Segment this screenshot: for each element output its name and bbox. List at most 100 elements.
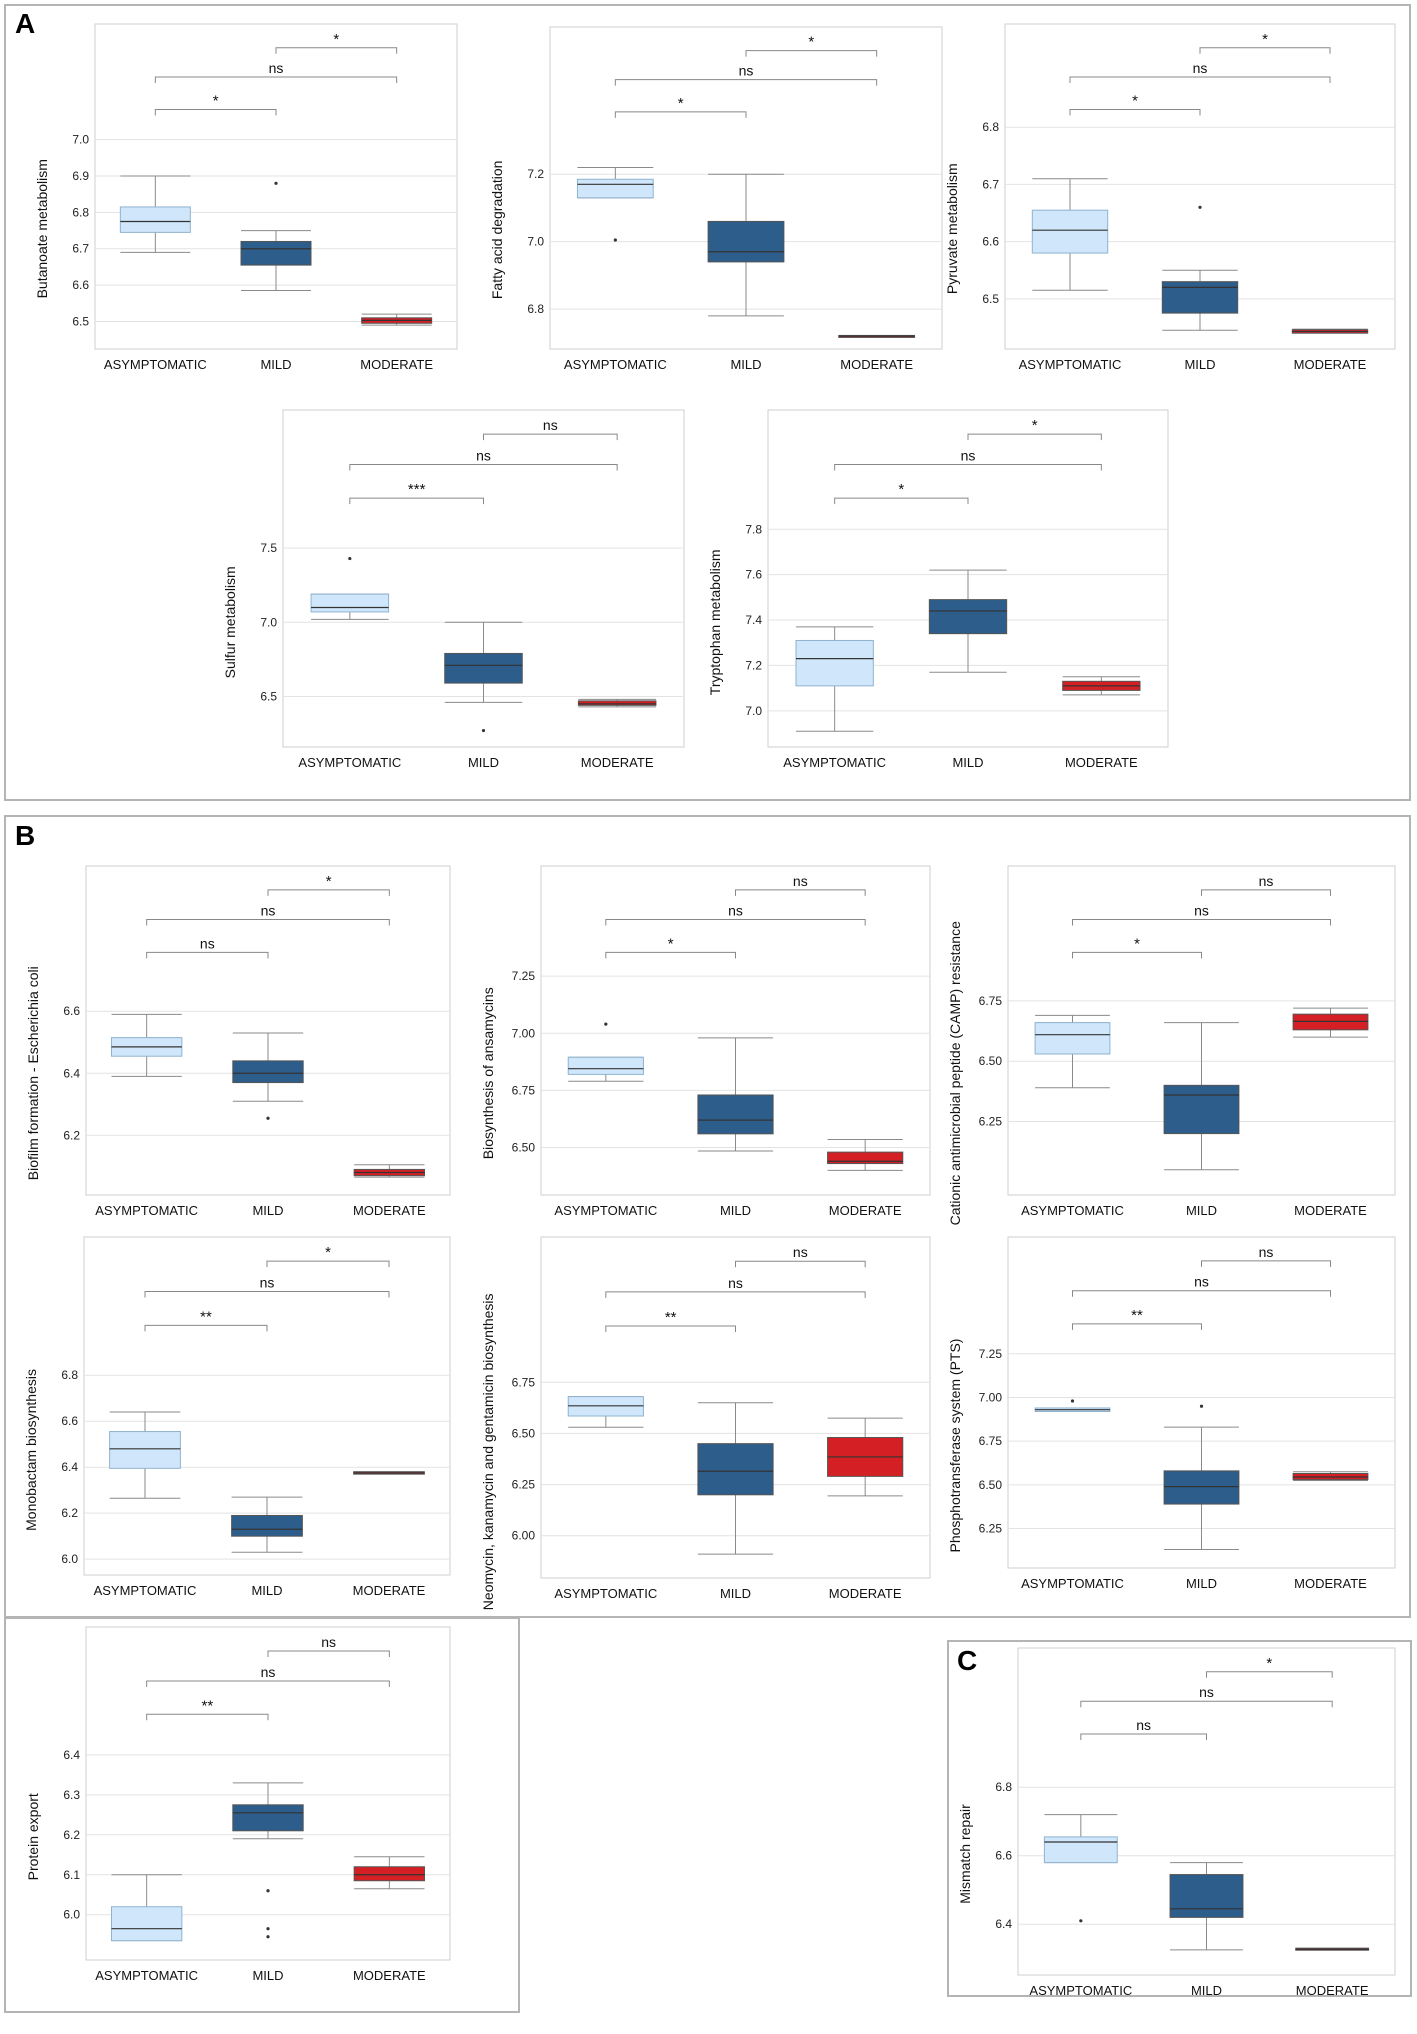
outlier-point xyxy=(348,556,352,561)
y-axis-label: Fatty acid degradation xyxy=(489,161,505,300)
significance-label: ns xyxy=(476,447,491,463)
significance-bracket xyxy=(154,109,277,116)
x-tick-label: MILD xyxy=(952,755,983,770)
box-mild xyxy=(232,1804,304,1832)
x-tick-label: MILD xyxy=(730,357,761,372)
significance-bracket xyxy=(1080,1700,1333,1708)
y-tick-label: 7.0 xyxy=(745,704,762,718)
significance-bracket xyxy=(146,918,390,926)
y-axis-label: Monobactam biosynthesis xyxy=(23,1369,39,1531)
y-tick-label: 6.7 xyxy=(982,177,999,191)
y-axis-label: Mismatch repair xyxy=(957,1804,973,1904)
y-tick-label: 6.3 xyxy=(63,1788,80,1802)
y-tick-label: 7.00 xyxy=(512,1026,536,1040)
y-tick-label: 7.5 xyxy=(260,541,277,555)
y-tick-label: 6.75 xyxy=(979,994,1003,1008)
x-tick-label: ASYMPTOMATIC xyxy=(95,1968,198,1983)
box-mild xyxy=(928,599,1008,635)
y-tick-label: 6.2 xyxy=(63,1128,80,1142)
y-tick-label: 7.0 xyxy=(260,615,277,629)
box-moderate xyxy=(1292,1013,1369,1031)
significance-label: ns xyxy=(728,1275,743,1291)
outlier-point xyxy=(613,238,617,242)
y-tick-label: 6.75 xyxy=(512,1375,536,1389)
significance-bracket xyxy=(614,111,747,118)
y-tick-label: 7.0 xyxy=(72,133,89,147)
y-tick-label: 6.6 xyxy=(72,278,89,292)
outlier-point xyxy=(266,1889,270,1893)
y-tick-label: 6.4 xyxy=(61,1460,78,1474)
y-tick-label: 7.25 xyxy=(979,1347,1003,1361)
y-axis-label: Pyruvate metabolism xyxy=(944,163,960,294)
significance-label: ns xyxy=(1259,1244,1274,1260)
significance-label: ns xyxy=(1136,1717,1151,1733)
x-tick-label: MODERATE xyxy=(353,1203,426,1218)
significance-bracket xyxy=(1069,109,1201,116)
significance-bracket xyxy=(605,951,736,959)
box-asymptomatic xyxy=(1031,209,1109,254)
x-tick-label: MODERATE xyxy=(1065,755,1138,770)
significance-label: ns xyxy=(739,63,754,79)
x-tick-label: MILD xyxy=(1191,1983,1222,1998)
x-tick-label: MILD xyxy=(720,1203,751,1218)
x-tick-label: MILD xyxy=(251,1583,282,1598)
significance-label: ns xyxy=(961,447,976,463)
x-tick-label: ASYMPTOMATIC xyxy=(94,1583,197,1598)
outlier-point xyxy=(266,1116,270,1120)
y-tick-label: 6.25 xyxy=(979,1115,1003,1129)
significance-bracket xyxy=(1080,1733,1207,1740)
significance-bracket xyxy=(1072,918,1331,926)
significance-bracket xyxy=(1072,1323,1202,1330)
box-mild xyxy=(707,220,785,263)
y-tick-label: 6.25 xyxy=(979,1522,1003,1536)
y-tick-label: 6.4 xyxy=(63,1066,80,1080)
significance-label: ** xyxy=(200,1308,212,1325)
box-asymptomatic xyxy=(1043,1836,1118,1864)
significance-bracket xyxy=(144,1324,268,1332)
y-tick-label: 6.9 xyxy=(72,169,89,183)
y-tick-label: 6.4 xyxy=(995,1917,1012,1931)
x-tick-label: ASYMPTOMATIC xyxy=(783,755,886,770)
y-tick-label: 6.75 xyxy=(512,1083,536,1097)
significance-label: ns xyxy=(793,873,808,889)
significance-bracket xyxy=(1201,889,1331,896)
box-asymptomatic xyxy=(1034,1022,1111,1055)
y-tick-label: 6.00 xyxy=(512,1529,536,1543)
box-mild xyxy=(1163,1084,1240,1135)
significance-label: ** xyxy=(201,1697,213,1714)
box-moderate xyxy=(353,1866,426,1882)
box-mild xyxy=(1163,1470,1240,1505)
x-tick-label: MILD xyxy=(260,357,291,372)
significance-label: ** xyxy=(1131,1307,1143,1324)
significance-label: ns xyxy=(728,902,743,918)
x-tick-label: MODERATE xyxy=(1294,357,1367,372)
x-tick-label: MODERATE xyxy=(829,1586,902,1601)
y-axis-label: Biofilm formation - Escherichia coli xyxy=(25,966,41,1180)
y-tick-label: 6.2 xyxy=(63,1828,80,1842)
x-tick-label: ASYMPTOMATIC xyxy=(1021,1203,1124,1218)
outlier-point xyxy=(604,1022,608,1026)
significance-label: * xyxy=(1134,935,1140,952)
y-axis-label: Tryptophan metabolism xyxy=(707,549,723,695)
outlier-point xyxy=(1198,205,1202,209)
y-tick-label: 6.50 xyxy=(979,1478,1003,1492)
y-tick-label: 6.7 xyxy=(72,242,89,256)
box-mild xyxy=(444,652,523,684)
x-tick-label: ASYMPTOMATIC xyxy=(1021,1576,1124,1591)
significance-label: ** xyxy=(665,1309,677,1326)
x-tick-label: MODERATE xyxy=(840,357,913,372)
significance-label: * xyxy=(325,1244,331,1261)
significance-bracket xyxy=(146,1713,269,1721)
outlier-point xyxy=(266,1927,270,1931)
significance-bracket xyxy=(605,918,866,926)
y-tick-label: 6.8 xyxy=(995,1780,1012,1794)
y-axis-label: Butanoate metabolism xyxy=(34,159,50,298)
